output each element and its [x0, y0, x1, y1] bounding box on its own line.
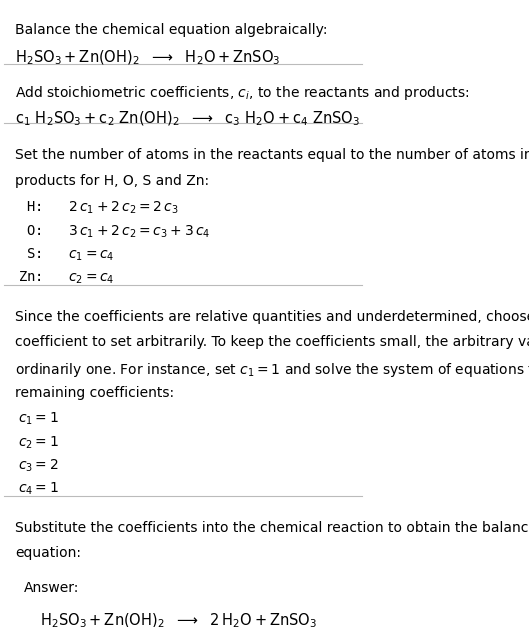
Text: ordinarily one. For instance, set $c_1 = 1$ and solve the system of equations fo: ordinarily one. For instance, set $c_1 =…: [15, 361, 529, 379]
Text: $c_1 = 1$: $c_1 = 1$: [19, 411, 59, 428]
Text: H:   $2\,c_1 + 2\,c_2 = 2\,c_3$: H: $2\,c_1 + 2\,c_2 = 2\,c_3$: [19, 200, 179, 216]
Text: O:   $3\,c_1 + 2\,c_2 = c_3 + 3\,c_4$: O: $3\,c_1 + 2\,c_2 = c_3 + 3\,c_4$: [19, 223, 211, 240]
Text: coefficient to set arbitrarily. To keep the coefficients small, the arbitrary va: coefficient to set arbitrarily. To keep …: [15, 335, 529, 349]
Text: Substitute the coefficients into the chemical reaction to obtain the balanced: Substitute the coefficients into the che…: [15, 521, 529, 535]
FancyBboxPatch shape: [10, 566, 224, 627]
Text: equation:: equation:: [15, 546, 81, 561]
Text: Since the coefficients are relative quantities and underdetermined, choose a: Since the coefficients are relative quan…: [15, 310, 529, 324]
Text: Balance the chemical equation algebraically:: Balance the chemical equation algebraica…: [15, 23, 327, 38]
Text: Set the number of atoms in the reactants equal to the number of atoms in the: Set the number of atoms in the reactants…: [15, 149, 529, 162]
Text: Add stoichiometric coefficients, $c_i$, to the reactants and products:: Add stoichiometric coefficients, $c_i$, …: [15, 84, 470, 102]
Text: Zn:   $c_2 = c_4$: Zn: $c_2 = c_4$: [19, 270, 115, 286]
Text: $c_4 = 1$: $c_4 = 1$: [19, 481, 59, 497]
Text: Answer:: Answer:: [24, 581, 79, 595]
Text: $\mathrm{H_2SO_3 + Zn(OH)_2 \ \ \longrightarrow \ \ 2\,H_2O + ZnSO_3}$: $\mathrm{H_2SO_3 + Zn(OH)_2 \ \ \longrig…: [40, 611, 317, 627]
Text: $c_3 = 2$: $c_3 = 2$: [19, 458, 59, 474]
Text: $\mathrm{H_2SO_3 + Zn(OH)_2 \ \ \longrightarrow \ \ H_2O + ZnSO_3}$: $\mathrm{H_2SO_3 + Zn(OH)_2 \ \ \longrig…: [15, 49, 280, 67]
Text: remaining coefficients:: remaining coefficients:: [15, 386, 174, 400]
Text: S:   $c_1 = c_4$: S: $c_1 = c_4$: [19, 246, 115, 263]
Text: products for H, O, S and Zn:: products for H, O, S and Zn:: [15, 174, 209, 187]
Text: $\mathrm{c_1\ H_2SO_3 + c_2\ Zn(OH)_2 \ \ \longrightarrow \ \ c_3\ H_2O + c_4\ Z: $\mathrm{c_1\ H_2SO_3 + c_2\ Zn(OH)_2 \ …: [15, 109, 360, 128]
Text: $c_2 = 1$: $c_2 = 1$: [19, 435, 59, 451]
